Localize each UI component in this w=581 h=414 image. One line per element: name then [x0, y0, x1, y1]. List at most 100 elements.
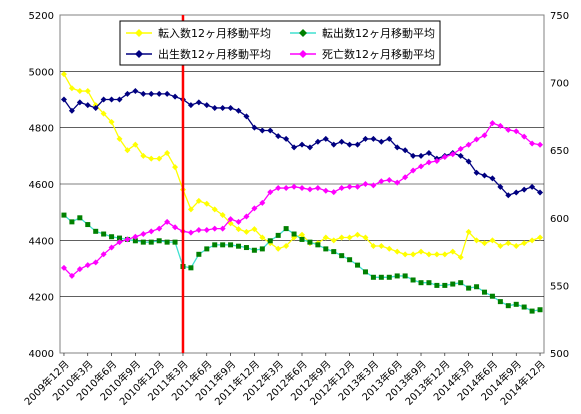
- data-point-shusshou: [497, 183, 504, 190]
- data-point-shusshou: [537, 189, 544, 196]
- data-point-shusshou: [457, 152, 464, 159]
- data-point-shiboo: [505, 126, 512, 133]
- data-point-shiboo: [433, 158, 440, 165]
- data-point-shusshou: [195, 99, 202, 106]
- data-point-tenshutsu: [117, 235, 123, 241]
- data-point-shusshou: [299, 141, 305, 148]
- data-point-turnyu: [402, 251, 409, 258]
- data-point-shiboo: [92, 259, 99, 266]
- data-point-tenshutsu: [402, 273, 408, 279]
- data-point-shusshou: [418, 152, 425, 159]
- data-point-shiboo: [378, 178, 385, 185]
- data-point-shiboo: [410, 167, 417, 174]
- data-point-turnyu: [418, 248, 425, 255]
- data-point-turnyu: [116, 135, 123, 142]
- data-point-turnyu: [537, 234, 544, 241]
- data-point-turnyu: [513, 242, 520, 249]
- legend-item-shusshou: 出生数12ヶ月移動平均: [126, 47, 271, 61]
- data-point-shusshou: [425, 150, 432, 157]
- data-point-shusshou: [267, 127, 274, 134]
- data-point-tenshutsu: [347, 257, 353, 263]
- data-point-shiboo: [235, 218, 242, 225]
- data-point-turnyu: [457, 254, 464, 261]
- y-left-tick-label: 4200: [29, 293, 54, 304]
- data-point-turnyu: [108, 119, 115, 126]
- data-point-shiboo: [275, 185, 282, 192]
- legend-box: [119, 20, 441, 66]
- data-point-shiboo: [156, 225, 163, 232]
- data-point-shusshou: [370, 135, 377, 142]
- data-point-turnyu: [243, 228, 250, 235]
- data-point-turnyu: [354, 231, 361, 238]
- data-point-shusshou: [251, 124, 258, 131]
- data-point-shusshou: [132, 88, 139, 95]
- data-point-shusshou: [354, 141, 361, 148]
- data-point-shiboo: [172, 224, 179, 231]
- legend-label-shiboo: 死亡数12ヶ月移動平均: [322, 47, 435, 61]
- data-point-tenshutsu: [537, 307, 543, 313]
- data-point-shiboo: [227, 216, 234, 223]
- data-point-tenshutsu: [339, 253, 345, 259]
- data-point-tenshutsu: [156, 238, 162, 244]
- data-point-shusshou: [243, 113, 250, 120]
- data-point-shusshou: [465, 158, 472, 165]
- legend-item-shiboo: 死亡数12ヶ月移動平均: [290, 47, 435, 61]
- data-point-turnyu: [425, 251, 432, 258]
- data-point-turnyu: [362, 234, 369, 241]
- y-right-tick-label: 750: [550, 11, 569, 22]
- data-point-turnyu: [251, 226, 258, 233]
- data-point-tenshutsu: [434, 282, 440, 288]
- data-point-tenshutsu: [489, 293, 495, 299]
- data-point-turnyu: [76, 88, 83, 95]
- data-point-shiboo: [394, 179, 401, 186]
- legend: 転入数12ヶ月移動平均 転出数12ヶ月移動平均 出生数12ヶ月移動平均 死亡数1…: [119, 20, 441, 66]
- data-point-turnyu: [505, 240, 512, 247]
- data-point-shiboo: [314, 185, 321, 192]
- data-point-tenshutsu: [307, 239, 313, 245]
- data-point-shiboo: [68, 272, 75, 279]
- data-point-shusshou: [164, 90, 171, 97]
- data-point-shiboo: [251, 205, 258, 212]
- data-point-shiboo: [441, 153, 448, 160]
- x-axis-tick-labels: 2009年12月2010年3月2010年6月2010年9月2010年12月201…: [21, 353, 548, 408]
- data-point-turnyu: [489, 237, 496, 244]
- data-point-shiboo: [521, 133, 528, 140]
- data-point-shusshou: [283, 135, 290, 142]
- data-point-turnyu: [449, 248, 456, 255]
- data-point-turnyu: [172, 164, 179, 171]
- legend-label-tenshutsu: 転出数12ヶ月移動平均: [322, 26, 435, 40]
- data-point-tenshutsu: [323, 246, 329, 252]
- data-point-turnyu: [322, 234, 329, 241]
- data-point-tenshutsu: [299, 236, 305, 242]
- data-point-shusshou: [505, 192, 512, 199]
- data-point-shusshou: [529, 183, 536, 190]
- data-point-shiboo: [338, 185, 345, 192]
- data-point-shusshou: [148, 90, 155, 97]
- y-right-tick-label: 500: [550, 349, 569, 360]
- data-point-tenshutsu: [259, 246, 265, 252]
- data-point-turnyu: [338, 234, 345, 241]
- data-point-shiboo: [299, 185, 305, 192]
- data-point-shiboo: [370, 182, 377, 189]
- data-point-turnyu: [346, 234, 353, 241]
- data-point-turnyu: [140, 152, 147, 159]
- data-point-turnyu: [441, 251, 448, 258]
- data-point-tenshutsu: [521, 304, 527, 310]
- data-point-tenshutsu: [450, 281, 456, 287]
- data-point-shusshou: [187, 102, 194, 109]
- data-point-turnyu: [473, 237, 480, 244]
- data-point-tenshutsu: [109, 234, 115, 240]
- data-point-turnyu: [394, 248, 401, 255]
- data-point-tenshutsu: [410, 277, 416, 283]
- data-point-tenshutsu: [228, 242, 234, 248]
- data-point-tenshutsu: [212, 242, 218, 248]
- legend-item-turnyu: 転入数12ヶ月移動平均: [126, 26, 271, 40]
- data-point-tenshutsu: [132, 238, 138, 244]
- data-point-tenshutsu: [236, 243, 242, 249]
- data-point-tenshutsu: [331, 249, 337, 255]
- data-point-shusshou: [362, 135, 369, 142]
- y-right-tick-label: 550: [550, 281, 569, 292]
- y-left-tick-label: 5200: [29, 11, 54, 22]
- data-point-tenshutsu: [220, 242, 226, 248]
